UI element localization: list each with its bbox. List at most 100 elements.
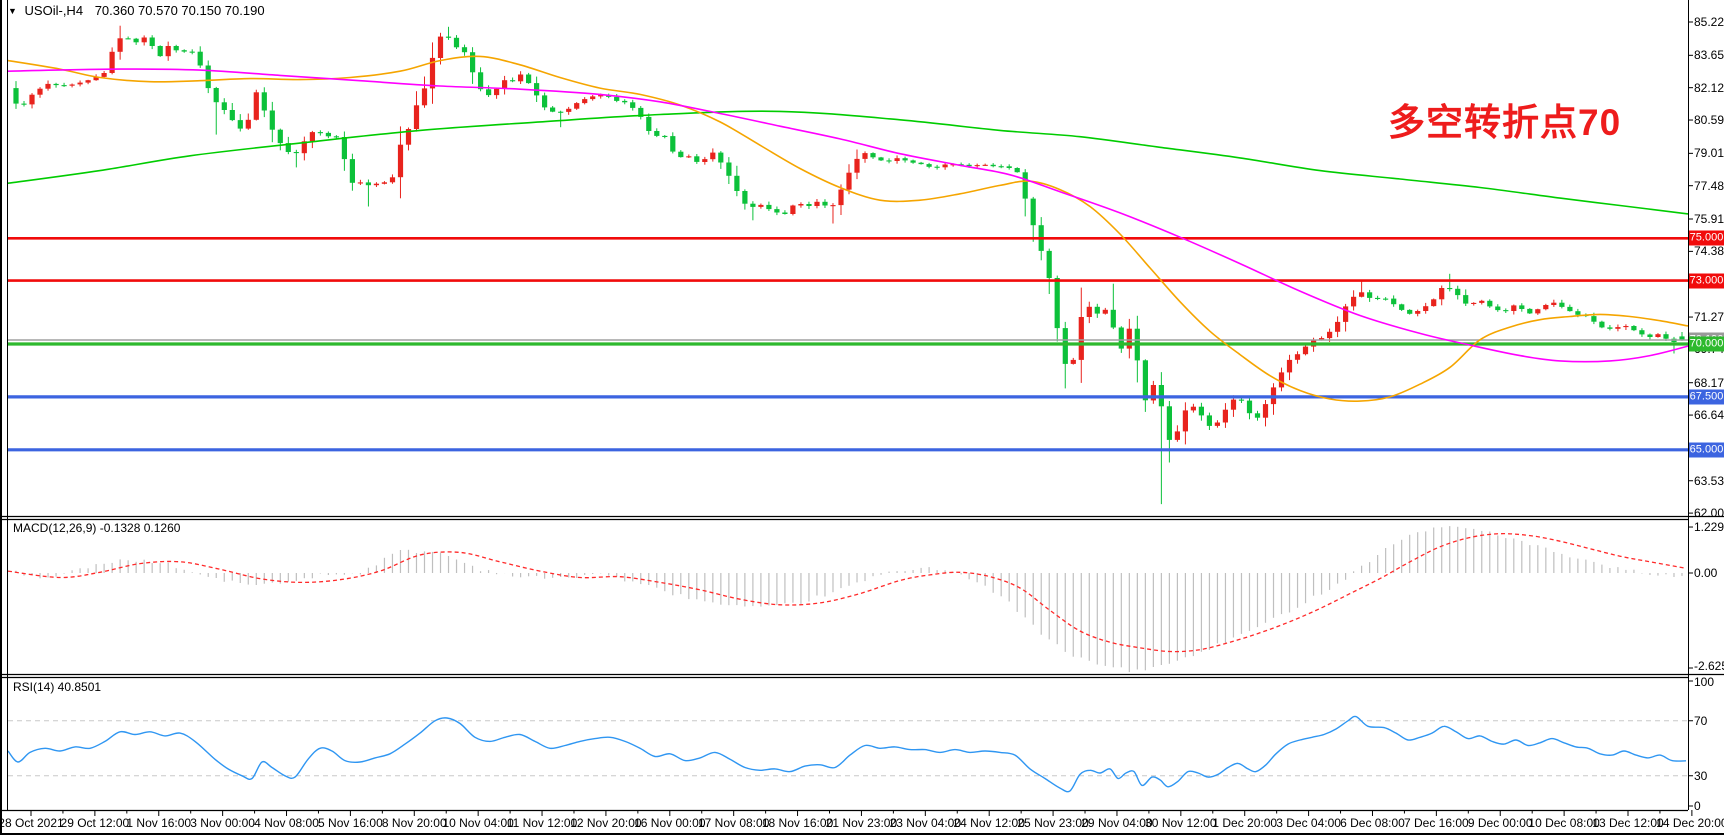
candle xyxy=(1206,412,1212,430)
candle xyxy=(1655,333,1661,338)
candle xyxy=(53,82,59,88)
price-axis-label: 66.640 xyxy=(1694,408,1724,423)
candle xyxy=(918,161,924,165)
candle xyxy=(1399,303,1405,311)
symbol-label: USOil-,H4 xyxy=(24,3,84,18)
candle xyxy=(782,210,788,215)
time-axis-label: 17 Nov 08:00 xyxy=(697,816,770,830)
price-badge-75.000: 75.000 xyxy=(1689,230,1724,246)
candle xyxy=(470,47,476,84)
price-axis-label: 63.535 xyxy=(1694,473,1724,488)
candle xyxy=(1463,289,1469,306)
ma-slow-green-line xyxy=(7,110,1689,215)
time-axis-label: 1 Nov 16:00 xyxy=(126,816,192,830)
price-axis-label: 85.225 xyxy=(1694,15,1724,29)
candle xyxy=(1527,308,1533,314)
time-axis-label: 1 Dec 20:00 xyxy=(1212,816,1278,830)
candle xyxy=(1046,248,1052,294)
candle xyxy=(21,101,27,107)
candle xyxy=(45,80,51,91)
candle xyxy=(686,154,692,158)
candle xyxy=(1623,324,1629,330)
candle xyxy=(1294,351,1301,364)
rsi-axis-label: 30 xyxy=(1694,768,1708,783)
candle xyxy=(77,80,83,87)
candle xyxy=(502,75,508,95)
candle xyxy=(1431,298,1437,307)
price-axis-label: 82.120 xyxy=(1694,80,1724,95)
candle xyxy=(1054,275,1060,342)
candle xyxy=(389,174,396,184)
ma-mid-magenta-line xyxy=(7,68,1689,363)
candle xyxy=(1567,304,1573,312)
candle xyxy=(886,158,892,164)
time-axis-label: 7 Dec 16:00 xyxy=(1404,816,1469,830)
candle xyxy=(101,71,107,78)
candle xyxy=(1134,315,1140,383)
candle xyxy=(317,130,323,136)
candle xyxy=(1142,359,1148,412)
candle xyxy=(1351,290,1357,311)
moving-averages-layer xyxy=(7,55,1689,402)
candle xyxy=(574,102,580,110)
candle xyxy=(718,151,724,169)
candle xyxy=(806,201,812,209)
candle xyxy=(1415,309,1421,317)
price-badge-73.000: 73.000 xyxy=(1689,273,1724,289)
candle xyxy=(990,163,996,168)
candle xyxy=(453,35,460,49)
candle xyxy=(277,128,283,151)
candle xyxy=(29,93,35,109)
candle xyxy=(1447,273,1453,292)
chart-title: ▼ USOil-,H4 70.360 70.570 70.150 70.190 xyxy=(8,3,265,18)
symbol-dropdown-icon[interactable]: ▼ xyxy=(8,6,17,16)
candle xyxy=(1182,402,1188,445)
candle xyxy=(942,162,948,170)
annotation-text: 多空转折点70 xyxy=(1388,102,1622,143)
price-level-lines[interactable] xyxy=(8,237,1688,452)
time-axis-label: 12 Nov 20:00 xyxy=(570,816,642,830)
candle xyxy=(1062,321,1068,389)
price-axis-label: 77.485 xyxy=(1694,178,1724,193)
candle xyxy=(1006,164,1012,170)
price-axis-label: 68.170 xyxy=(1694,375,1724,390)
candle xyxy=(293,149,299,168)
macd-axis-label: -2.6252 xyxy=(1694,659,1724,673)
candle xyxy=(1110,283,1116,330)
rsi-panel[interactable] xyxy=(7,715,1688,793)
candle xyxy=(181,49,187,53)
ma-fast-orange-line xyxy=(7,55,1689,402)
candle xyxy=(197,46,203,68)
candle xyxy=(269,101,275,143)
candle xyxy=(349,153,355,191)
candle xyxy=(1335,316,1341,338)
macd-panel[interactable] xyxy=(7,526,1687,673)
candle xyxy=(1094,303,1100,318)
candle xyxy=(1014,167,1020,173)
candle xyxy=(838,184,844,215)
candle xyxy=(710,148,716,162)
candle xyxy=(1343,303,1349,332)
rsi-axis-label: 100 xyxy=(1694,675,1715,689)
candle xyxy=(742,189,748,210)
candle xyxy=(1439,285,1445,306)
candle xyxy=(662,135,668,139)
candle xyxy=(1639,328,1645,337)
candle xyxy=(237,114,243,132)
candle xyxy=(1367,289,1373,302)
candle xyxy=(1150,380,1156,404)
candles-layer[interactable] xyxy=(13,25,1685,505)
time-axis-label: 8 Nov 20:00 xyxy=(381,816,447,830)
candle xyxy=(542,92,548,111)
candle xyxy=(758,203,764,209)
candle xyxy=(157,45,163,57)
candle xyxy=(814,199,820,209)
candle xyxy=(437,32,444,65)
candle xyxy=(1479,299,1485,305)
candle xyxy=(1214,420,1220,428)
candle xyxy=(1222,403,1228,428)
price-badge-65.000: 65.000 xyxy=(1689,442,1724,458)
time-axis-label: 5 Nov 16:00 xyxy=(318,816,383,830)
